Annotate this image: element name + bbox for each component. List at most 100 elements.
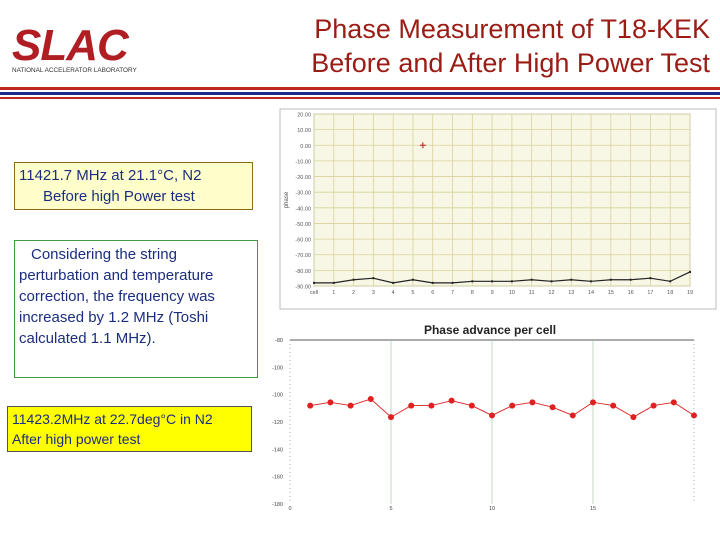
data-point xyxy=(489,412,495,419)
data-point xyxy=(327,399,334,406)
x-tick-label: 14 xyxy=(588,290,594,296)
x-tick-label: 19 xyxy=(687,290,693,296)
data-point xyxy=(590,280,593,283)
series-line xyxy=(314,271,691,284)
series-line xyxy=(310,398,695,418)
y-tick-label: -30.00 xyxy=(295,191,311,197)
data-point xyxy=(649,277,652,280)
x-tick-label: 2 xyxy=(352,290,355,296)
data-point xyxy=(367,396,374,403)
x-tick-label: 18 xyxy=(667,290,673,296)
slac-logo: SLAC NATIONAL ACCELERATOR LABORATORY xyxy=(12,21,138,74)
before-test-frequency: 11421.7 MHz at 21.1°C, N2 xyxy=(19,167,202,184)
data-point xyxy=(650,402,657,409)
data-point xyxy=(670,399,677,406)
y-tick-label: -10.00 xyxy=(295,159,311,165)
data-point xyxy=(332,281,335,284)
y-tick-label: 10.00 xyxy=(297,128,311,134)
x-tick-label: 8 xyxy=(471,290,474,296)
data-point xyxy=(590,399,596,406)
y-tick-label: 20.00 xyxy=(297,113,311,119)
logo-wordmark: SLAC xyxy=(12,21,130,70)
x-tick-label: 10 xyxy=(509,290,515,296)
explanation-text: Considering the string perturbation and … xyxy=(19,246,215,347)
after-test-frequency: 11423.2MHz at 22.7deg°C in N2 xyxy=(12,411,213,427)
data-point xyxy=(448,397,455,404)
y-tick-label: -80.00 xyxy=(295,269,311,275)
data-point xyxy=(428,402,435,409)
chart-title: Phase advance per cell xyxy=(424,323,556,337)
x-tick-label: 6 xyxy=(431,290,434,296)
x-tick-label: 17 xyxy=(647,290,653,296)
x-tick-label: 5 xyxy=(411,290,414,296)
data-point xyxy=(609,278,612,281)
data-point xyxy=(629,278,632,281)
logo-subtext: NATIONAL ACCELERATOR LABORATORY xyxy=(12,67,138,74)
y-tick-label: -180 xyxy=(272,502,283,508)
x-tick-label: 1 xyxy=(332,290,335,296)
x-tick-label: cell xyxy=(310,290,318,296)
data-point xyxy=(689,270,691,273)
data-point xyxy=(352,278,355,281)
x-tick-label: 15 xyxy=(590,506,596,512)
data-point xyxy=(510,280,513,283)
y-tick-label: -70.00 xyxy=(295,253,311,259)
data-point xyxy=(509,402,516,409)
phase-chart-before: 20.00 10.00 0.00 -10.00 -20.00 -30.00 -40.00 -5… xyxy=(279,108,717,310)
x-tick-label: 3 xyxy=(372,290,375,296)
x-tick-label: 16 xyxy=(628,290,634,296)
data-point xyxy=(630,414,637,421)
data-point xyxy=(468,402,475,409)
x-tick-label: 13 xyxy=(568,290,574,296)
data-point xyxy=(392,281,395,284)
header-rule-blue xyxy=(0,92,720,95)
y-tick-label: -80 xyxy=(275,338,283,344)
x-tick-label: 9 xyxy=(491,290,494,296)
x-tick-label: 7 xyxy=(451,290,454,296)
data-point xyxy=(491,280,494,283)
y-tick-label: -20.00 xyxy=(295,175,311,181)
y-tick-label: -100 xyxy=(272,393,283,399)
x-tick-label: 10 xyxy=(489,506,495,512)
data-point xyxy=(530,278,533,281)
y-tick-label: -140 xyxy=(272,447,283,453)
data-point xyxy=(431,281,434,284)
before-test-label: Before high Power test xyxy=(43,188,195,205)
data-point xyxy=(347,402,354,409)
data-point xyxy=(408,402,415,409)
data-point xyxy=(411,278,414,281)
x-tick-label: 11 xyxy=(529,290,535,296)
phase-advance-chart-after: Phase advance per cell -80 -100 -100 -120 -14… xyxy=(272,323,697,512)
data-point xyxy=(610,402,617,409)
y-tick-label: -40.00 xyxy=(295,206,311,212)
data-point xyxy=(570,278,573,281)
data-point xyxy=(307,402,314,409)
data-point xyxy=(388,414,394,421)
y-tick-label: -50.00 xyxy=(295,222,311,228)
y-tick-label: -60.00 xyxy=(295,238,311,244)
x-tick-label: 5 xyxy=(389,506,392,512)
data-point xyxy=(451,281,454,284)
y-tick-label: -160 xyxy=(272,475,283,481)
data-point xyxy=(691,412,697,419)
title-line-1: Phase Measurement of T18-KEK xyxy=(314,14,710,44)
data-point xyxy=(471,280,474,283)
explanation-note: Considering the string perturbation and … xyxy=(14,240,258,378)
y-tick-label: 0.00 xyxy=(300,144,311,150)
data-point xyxy=(669,280,672,283)
after-test-note: 11423.2MHz at 22.7deg°C in N2 After high… xyxy=(7,406,252,452)
y-axis-label: phase xyxy=(284,191,290,208)
data-point xyxy=(529,399,536,406)
before-test-note: 11421.7 MHz at 21.1°C, N2 Before high Po… xyxy=(14,162,253,210)
after-test-label: After high power test xyxy=(12,431,141,447)
x-tick-label: 0 xyxy=(288,506,291,512)
y-tick-label: -90.00 xyxy=(295,285,311,291)
data-point xyxy=(372,277,375,280)
title-line-2: Before and After High Power Test xyxy=(311,48,710,78)
y-tick-label: -100 xyxy=(272,365,283,371)
x-tick-label: 12 xyxy=(548,290,554,296)
header-rule-red-2 xyxy=(0,97,720,99)
y-tick-label: -120 xyxy=(272,420,283,426)
x-tick-label: 15 xyxy=(608,290,614,296)
x-tick-label: 4 xyxy=(392,290,395,296)
